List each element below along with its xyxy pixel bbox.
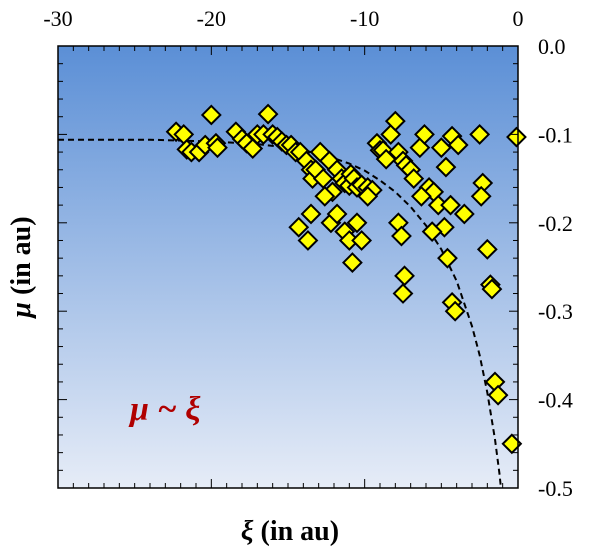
x-axis-title: ξ (in au) <box>241 516 339 547</box>
data-point <box>392 283 414 304</box>
data-point <box>421 221 443 243</box>
data-point <box>470 185 492 207</box>
y-axis-symbol: μ <box>6 302 37 320</box>
x-axis-top: -30 -20 -10 0 <box>43 6 524 488</box>
data-point <box>469 123 491 145</box>
data-point <box>341 252 363 273</box>
fit-curve <box>58 138 502 488</box>
x-tick-label: -30 <box>43 6 72 31</box>
data-point <box>430 137 452 159</box>
data-point <box>326 203 348 225</box>
data-points-layer <box>165 103 527 455</box>
fit-curve-layer <box>58 138 502 488</box>
data-point <box>414 123 435 145</box>
x-tick-label: 0 <box>513 6 524 31</box>
x-tick-label: -20 <box>197 6 226 31</box>
y-tick-label: -0.3 <box>538 299 573 324</box>
data-point <box>257 103 279 125</box>
data-point <box>297 230 319 251</box>
data-point <box>314 185 336 207</box>
data-point <box>476 238 498 260</box>
x-axis-unit: (in au) <box>254 516 340 547</box>
x-axis-symbol: ξ <box>241 516 254 547</box>
data-point <box>288 216 310 238</box>
data-point <box>391 225 412 247</box>
data-point <box>207 137 228 159</box>
y-axis-unit: (in au) <box>6 216 37 302</box>
data-point <box>437 247 458 269</box>
data-point <box>384 110 406 132</box>
y-axis-right: 0.0 -0.1 -0.2 -0.3 -0.4 -0.5 <box>58 34 573 501</box>
y-tick-label: -0.5 <box>538 476 573 501</box>
y-tick-label: -0.4 <box>538 388 573 413</box>
data-point <box>435 156 457 178</box>
data-point <box>440 194 461 216</box>
data-point <box>444 300 466 322</box>
data-point <box>351 230 373 251</box>
data-point <box>403 168 425 190</box>
data-point <box>357 185 379 207</box>
y-tick-label: -0.1 <box>538 122 573 147</box>
data-point <box>380 123 402 145</box>
y-tick-label: -0.2 <box>538 211 573 236</box>
data-point <box>447 134 469 156</box>
data-point <box>346 212 368 234</box>
data-point <box>487 384 509 406</box>
data-point <box>453 203 475 225</box>
data-point <box>481 278 503 300</box>
y-tick-label: 0.0 <box>538 34 566 59</box>
y-axis-title: μ (in au) <box>6 216 37 319</box>
x-tick-label: -10 <box>350 6 379 31</box>
plot-area <box>58 46 518 488</box>
data-point <box>300 203 322 225</box>
annotation-mu-sim-xi: μ ~ ξ <box>128 391 201 428</box>
data-point <box>410 185 432 207</box>
data-point <box>200 104 222 126</box>
